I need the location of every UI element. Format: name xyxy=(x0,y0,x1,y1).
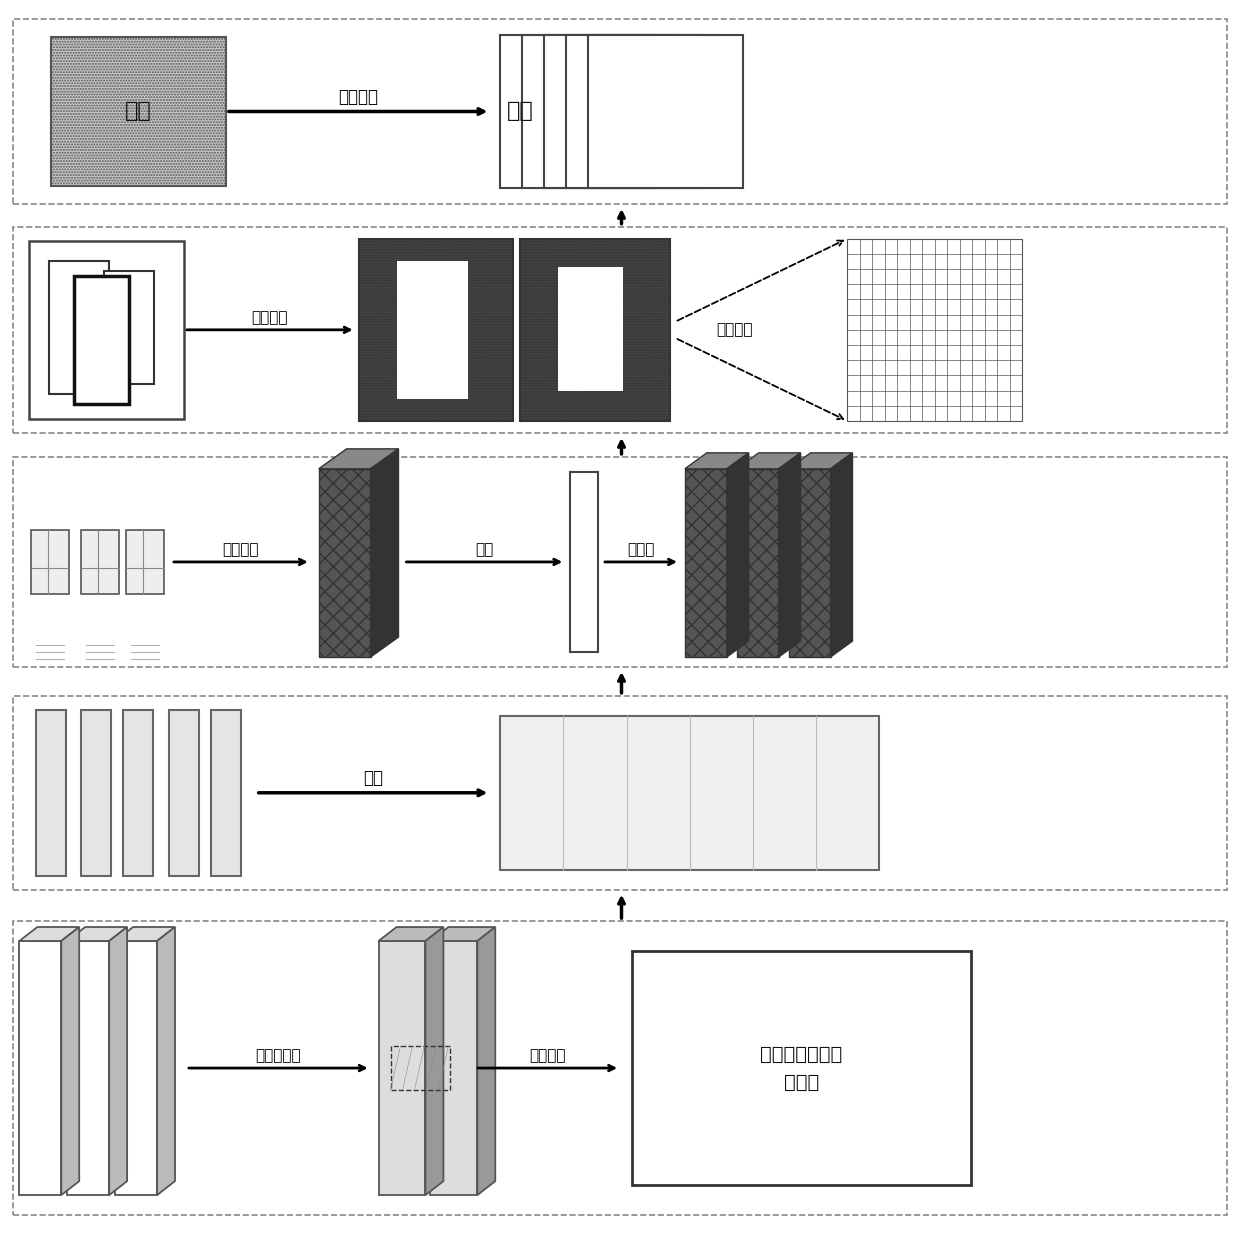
Polygon shape xyxy=(109,927,128,1195)
Bar xyxy=(81,529,119,594)
Text: 动态遮罩: 动态遮罩 xyxy=(252,310,288,325)
Polygon shape xyxy=(378,927,444,940)
Polygon shape xyxy=(779,453,801,657)
Polygon shape xyxy=(61,927,79,1195)
Text: 并行卷积: 并行卷积 xyxy=(223,542,259,557)
Text: 映射: 映射 xyxy=(475,542,494,557)
Bar xyxy=(50,261,109,394)
Bar xyxy=(31,529,69,594)
Polygon shape xyxy=(378,940,425,1195)
Polygon shape xyxy=(115,940,157,1195)
Bar xyxy=(544,35,699,188)
Bar xyxy=(104,271,154,384)
Bar xyxy=(567,35,720,188)
Polygon shape xyxy=(430,940,477,1195)
Polygon shape xyxy=(789,453,852,469)
Text: 特征提取: 特征提取 xyxy=(717,322,753,337)
Polygon shape xyxy=(20,927,79,940)
Bar xyxy=(126,529,164,594)
Polygon shape xyxy=(737,469,779,657)
Bar xyxy=(500,716,879,870)
Bar xyxy=(14,19,1226,204)
Bar xyxy=(391,1046,450,1090)
Bar xyxy=(500,35,655,188)
Bar xyxy=(558,267,622,391)
Bar xyxy=(169,710,198,875)
Bar xyxy=(570,472,598,652)
Polygon shape xyxy=(477,927,495,1195)
Polygon shape xyxy=(727,453,749,657)
Bar xyxy=(397,261,469,399)
Bar xyxy=(30,241,184,419)
Bar xyxy=(81,710,112,875)
Text: 逐帧提取: 逐帧提取 xyxy=(339,88,378,105)
Polygon shape xyxy=(789,469,831,657)
Polygon shape xyxy=(371,449,398,657)
Polygon shape xyxy=(430,927,495,940)
Bar xyxy=(14,696,1226,890)
Polygon shape xyxy=(319,449,398,469)
Polygon shape xyxy=(319,469,371,657)
Polygon shape xyxy=(684,453,749,469)
Bar xyxy=(211,710,241,875)
Polygon shape xyxy=(20,940,61,1195)
Bar xyxy=(14,227,1226,433)
Text: 计算相似度: 计算相似度 xyxy=(255,1048,301,1063)
Bar xyxy=(847,238,1022,421)
Polygon shape xyxy=(115,927,175,940)
Text: 嵌入: 嵌入 xyxy=(363,769,383,786)
Polygon shape xyxy=(425,927,444,1195)
Polygon shape xyxy=(831,453,852,657)
Polygon shape xyxy=(67,927,128,940)
Polygon shape xyxy=(157,927,175,1195)
Bar xyxy=(588,35,743,188)
Text: 商品属性和价格
信息等: 商品属性和价格 信息等 xyxy=(760,1045,843,1091)
Polygon shape xyxy=(67,940,109,1195)
Polygon shape xyxy=(737,453,801,469)
Polygon shape xyxy=(684,469,727,657)
Bar xyxy=(632,951,971,1185)
Text: 下一层: 下一层 xyxy=(627,542,655,557)
Text: 获得标签: 获得标签 xyxy=(529,1048,565,1063)
Bar xyxy=(358,238,513,421)
Text: 图像: 图像 xyxy=(507,102,533,122)
Text: 视频: 视频 xyxy=(125,102,151,122)
Bar xyxy=(74,276,129,404)
Bar xyxy=(522,35,677,188)
Bar xyxy=(36,710,66,875)
Bar xyxy=(14,920,1226,1215)
Bar xyxy=(521,238,670,421)
Bar xyxy=(51,36,226,186)
Bar xyxy=(123,710,153,875)
Bar xyxy=(14,456,1226,667)
